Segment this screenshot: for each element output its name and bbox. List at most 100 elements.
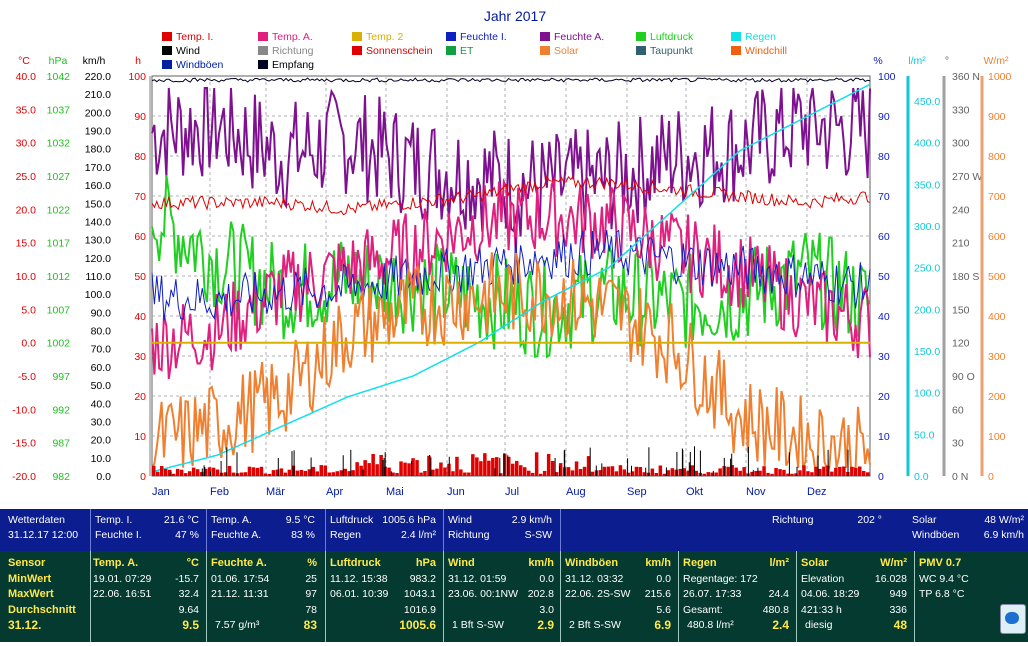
dir-axis-tick: 0 N xyxy=(952,471,968,483)
sunshine-bar xyxy=(171,473,176,476)
legend-label: Windböen xyxy=(176,59,223,71)
x-tick-label: Dez xyxy=(807,486,827,498)
richtung2-value: 202 ° xyxy=(857,514,882,526)
rain-axis-unit: l/m² xyxy=(908,55,926,67)
sunshine-bar xyxy=(395,473,399,476)
dir-axis-tick: 270 W xyxy=(952,171,982,183)
richtung-value: S-SW xyxy=(524,529,552,541)
legend-label: Empfang xyxy=(272,59,314,71)
temp-axis-tick: -5.0 xyxy=(18,371,36,383)
wind-axis-tick: 100.0 xyxy=(85,289,111,301)
solar-value: 48 W/m² xyxy=(984,514,1024,526)
stats-wind: Wind km/h 31.12. 01:59 0.0 23.06. 00:1NW 20… xyxy=(448,557,554,632)
press-axis-tick: 992 xyxy=(52,404,70,416)
hum-axis-unit: % xyxy=(873,55,882,67)
sunshine-bar xyxy=(307,469,312,476)
regen-label: Regen xyxy=(330,529,361,541)
sunshine-bar xyxy=(455,456,459,476)
luftdruck-value: 1005.6 hPa xyxy=(382,514,436,526)
sunshine-bar xyxy=(834,467,838,476)
stats-pmv: PMV 0.7 WC 9.4 °C TP 6.8 °C xyxy=(919,557,969,600)
legend-label: Sonnenschein xyxy=(366,45,433,57)
x-tick-label: Jun xyxy=(447,486,465,498)
sunshine-bar xyxy=(810,472,814,476)
wind-spikes xyxy=(170,446,849,476)
x-tick-label: Okt xyxy=(686,486,703,498)
rain-axis-tick: 300.0 xyxy=(914,221,940,233)
press-axis-tick: 1037 xyxy=(47,104,71,116)
wind-axis-tick: 170.0 xyxy=(85,162,111,174)
sunshine-bar xyxy=(451,471,455,476)
hum-axis-tick: 90 xyxy=(878,111,890,123)
teamviewer-icon[interactable] xyxy=(1000,604,1026,634)
legend-item-9: Richtung xyxy=(258,45,314,57)
dir-axis-tick: 360 N xyxy=(952,71,980,83)
rain-axis-tick: 400.0 xyxy=(914,138,940,150)
sunshine-bar xyxy=(507,456,511,476)
sunshine-bar xyxy=(215,469,220,476)
stats-solar: Solar W/m² Elevation 16.028 04.06. 18:29 94… xyxy=(801,557,907,632)
sunshine-bar xyxy=(766,472,770,476)
sunshine-bar xyxy=(658,465,663,476)
press-axis-tick: 997 xyxy=(52,371,70,383)
sunshine-bar xyxy=(391,472,395,476)
sunshine-bar xyxy=(574,461,579,476)
legend-item-1: Temp. I. xyxy=(162,31,213,43)
rain-axis-tick: 450.0 xyxy=(914,96,940,108)
rain-axis-tick: 350.0 xyxy=(914,179,940,191)
stats-windboeen: Windböen km/h 31.12. 03:32 0.0 22.06. 2S-S… xyxy=(565,557,671,632)
wind-axis-tick: 130.0 xyxy=(85,235,111,247)
sunshine-bar xyxy=(259,466,264,476)
wind-axis-tick: 80.0 xyxy=(91,326,112,338)
solar-axis-tick: 0 xyxy=(988,471,994,483)
series-line-6 xyxy=(151,252,871,470)
sunshine-bar xyxy=(866,472,870,476)
hum-axis-tick: 20 xyxy=(878,391,890,403)
sunshine-bar xyxy=(850,466,854,476)
sunshine-bar xyxy=(467,472,471,476)
sunshine-bar xyxy=(714,472,718,476)
sunshine-bar xyxy=(315,471,319,476)
x-tick-label: Mär xyxy=(266,486,285,498)
series-line-7 xyxy=(151,83,871,473)
sunshine-bar xyxy=(275,469,280,476)
sunshine-bar xyxy=(586,456,591,476)
sunshine-bar xyxy=(654,473,659,476)
current-datetime: 31.12.17 12:00 xyxy=(8,529,79,541)
sunshine-bar xyxy=(790,473,794,476)
sunshine-bar xyxy=(403,462,407,476)
legend-item-6: Luftdruck xyxy=(636,31,694,43)
sunshine-bar xyxy=(375,464,379,476)
sun-axis-tick: 100 xyxy=(128,71,146,83)
temp-axis-tick: 20.0 xyxy=(16,204,37,216)
feuchte-i-value: 47 % xyxy=(175,529,199,541)
durchschnitt-label: Durchschnitt xyxy=(8,603,76,616)
sunshine-bar xyxy=(822,466,826,476)
solar-label: Solar xyxy=(912,514,937,526)
sunshine-bar xyxy=(738,470,742,476)
sunshine-bar xyxy=(754,471,758,476)
dir-axis-tick: 240 xyxy=(952,204,970,216)
sunshine-bar xyxy=(168,469,172,476)
sunshine-bar xyxy=(179,469,184,476)
sunshine-bar xyxy=(227,466,232,476)
press-axis-tick: 1017 xyxy=(47,238,71,250)
sunshine-bar xyxy=(578,469,583,476)
hum-axis-tick: 30 xyxy=(878,351,890,363)
sun-axis-tick: 50 xyxy=(134,271,146,283)
sunshine-bar xyxy=(499,473,503,476)
wind-axis-tick: 10.0 xyxy=(91,453,112,465)
rain-axis-tick: 250.0 xyxy=(914,263,940,275)
sunshine-bar xyxy=(411,458,415,476)
legend-label: ET xyxy=(460,45,474,57)
temp-a-value: 9.5 °C xyxy=(285,514,315,526)
sun-axis-tick: 40 xyxy=(134,311,146,323)
temp-axis-tick: 15.0 xyxy=(16,238,37,250)
sunshine-bar xyxy=(279,468,284,476)
wind-axis-tick: 20.0 xyxy=(91,435,112,447)
richtung2-label: Richtung xyxy=(772,514,814,526)
temp-axis-tick: 25.0 xyxy=(16,171,37,183)
sunshine-bar xyxy=(223,472,228,476)
sunshine-bar xyxy=(399,461,403,476)
x-tick-label: Jul xyxy=(505,486,519,498)
